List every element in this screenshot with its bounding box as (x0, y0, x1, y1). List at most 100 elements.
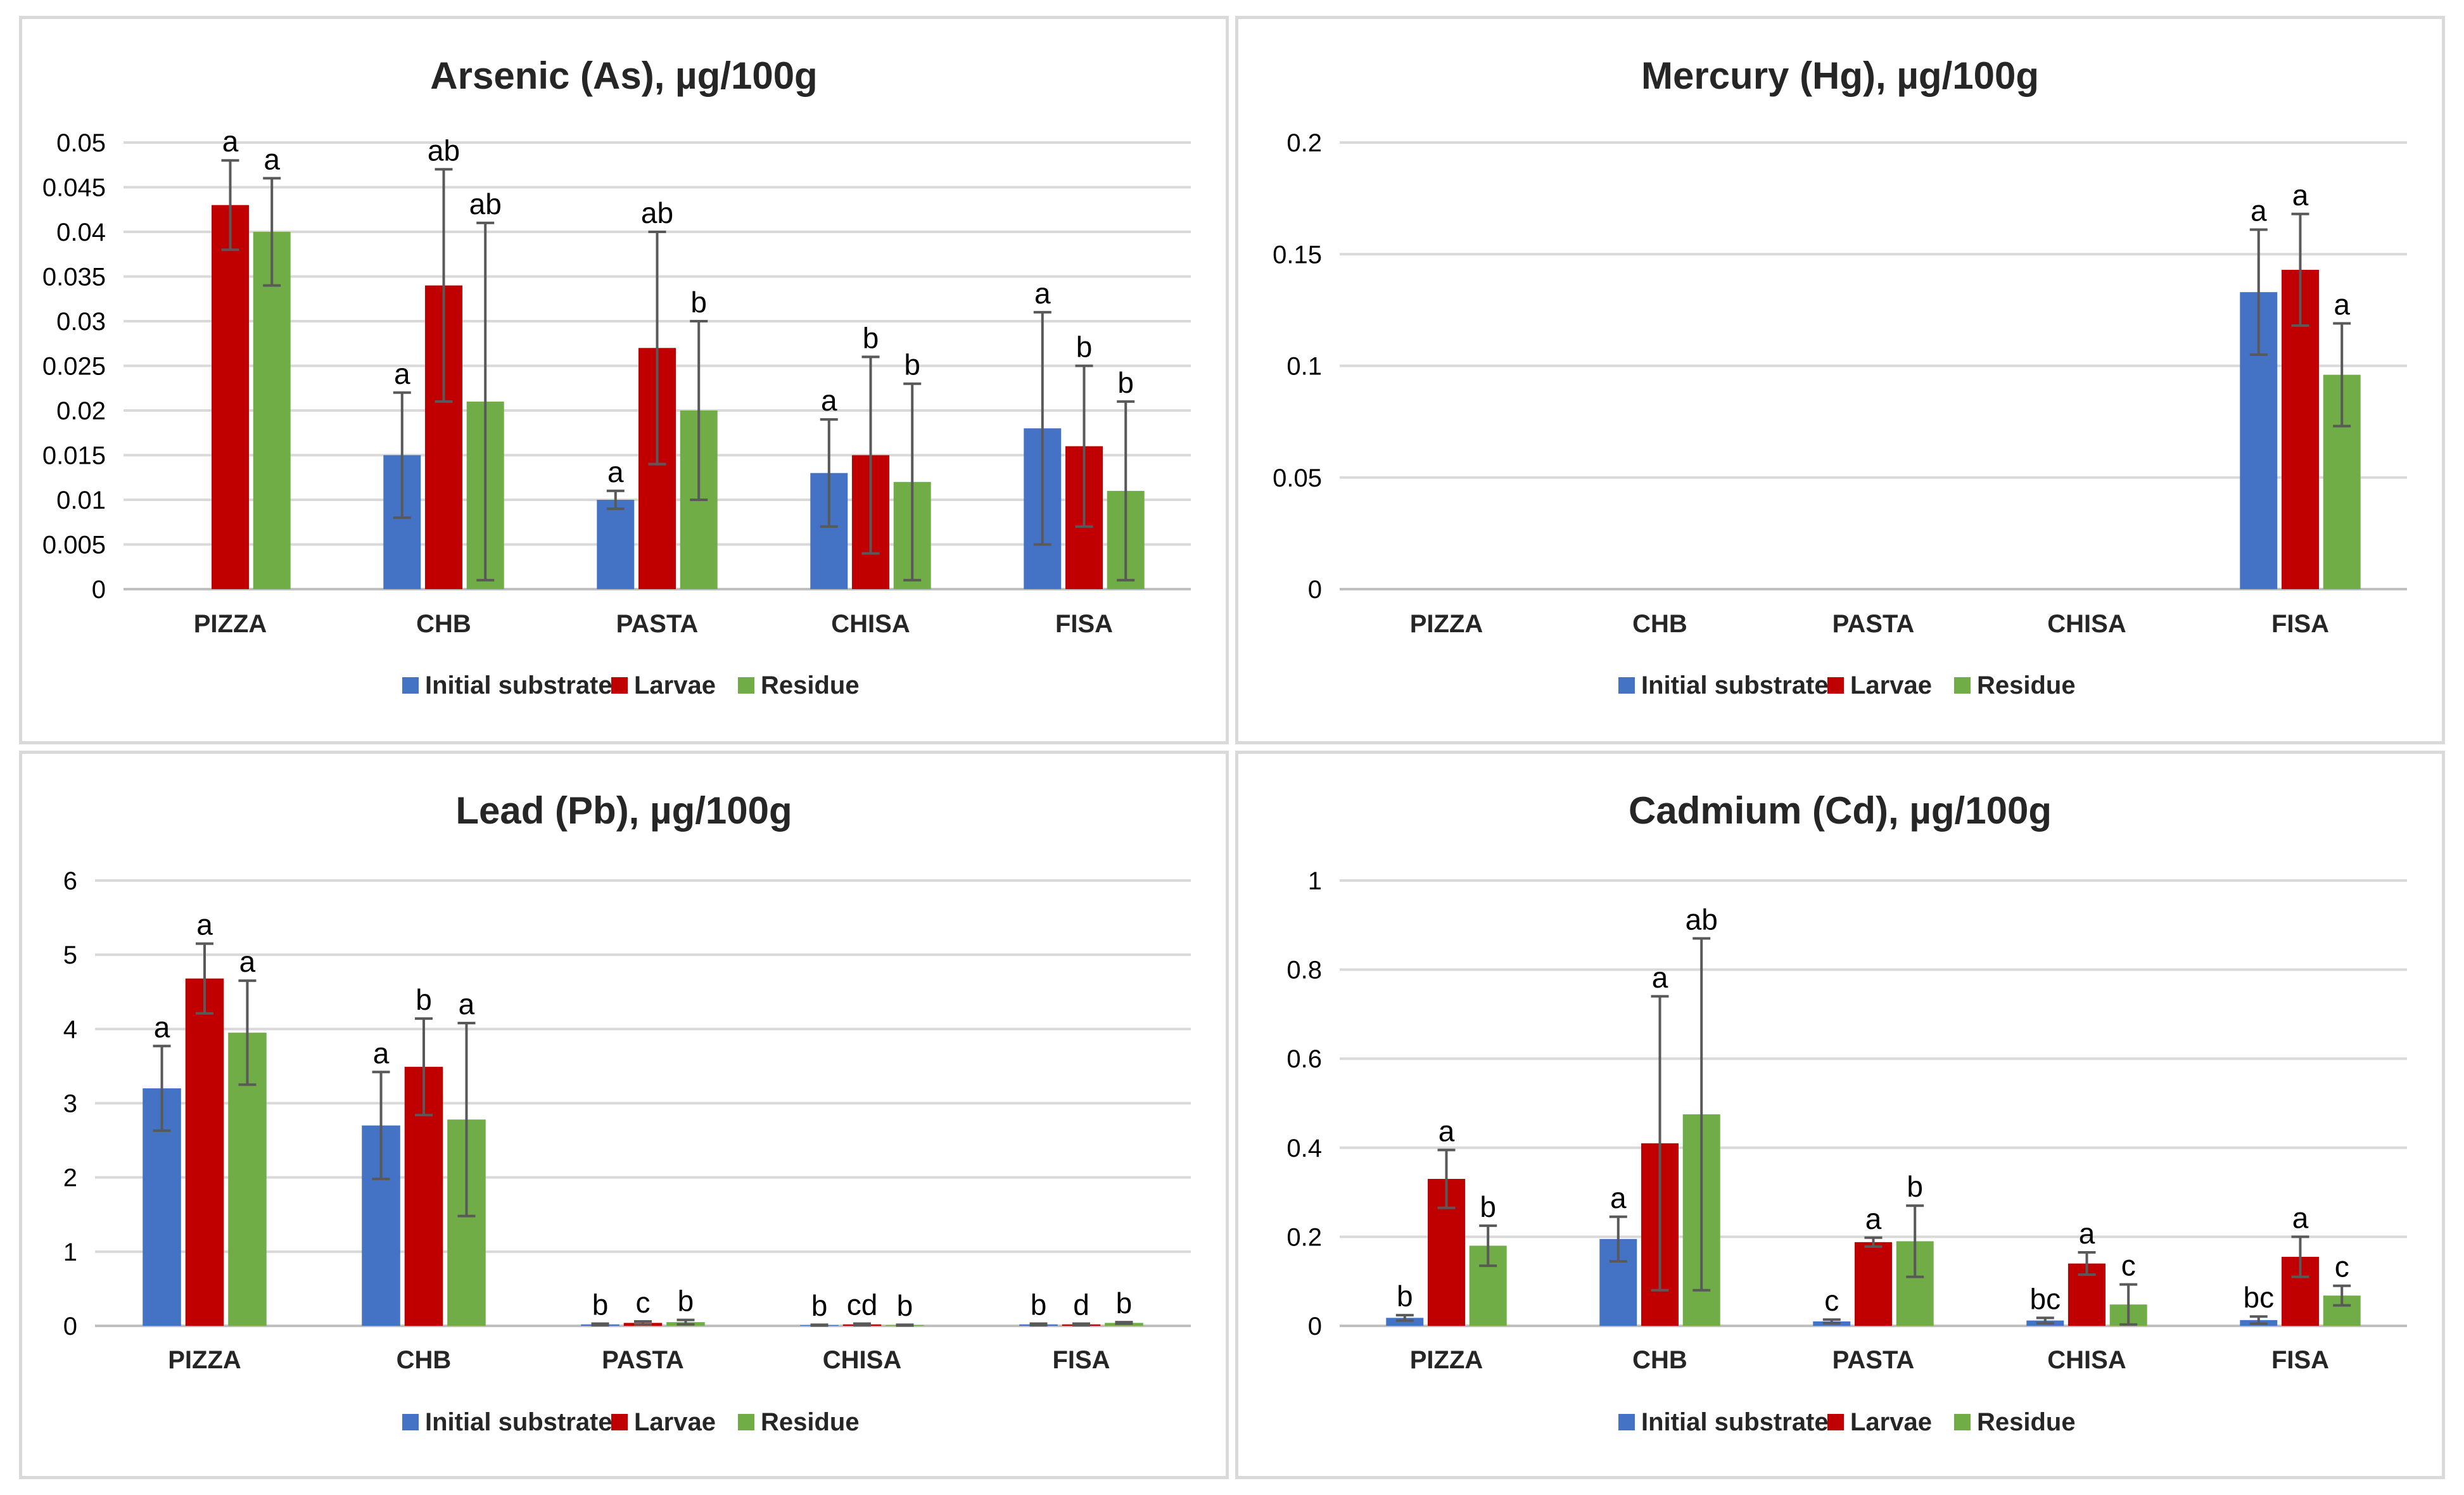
category-label: CHISA (2047, 610, 2126, 638)
error-bar-residue-pizza (238, 979, 257, 1086)
error-bar-larvae-chisa (2078, 1251, 2096, 1276)
chart-panel-arsenic: Arsenic (As), µg/100g 0 0.005 0.01 0.015 0.02… (19, 16, 1229, 744)
chart-title: Cadmium (Cd), µg/100g (1629, 789, 2052, 832)
significance-label: b (897, 1289, 913, 1322)
significance-label: a (1652, 961, 1668, 994)
significance-label: a (2292, 1201, 2309, 1234)
significance-label: d (1073, 1288, 1089, 1321)
y-tick-label: 0.005 (42, 531, 106, 559)
category-label: CHISA (831, 610, 910, 638)
significance-label: ab (428, 134, 460, 167)
significance-label: c (1824, 1284, 1839, 1317)
significance-label: b (1076, 331, 1093, 364)
error-bar-larvae-fisa (2291, 212, 2309, 328)
y-tick-label: 0.035 (42, 264, 106, 291)
chart-arsenic: Arsenic (As), µg/100g 0 0.005 0.01 0.015 0.02… (42, 54, 1191, 699)
significance-label: b (592, 1288, 609, 1321)
category-label: CHISA (2047, 1346, 2126, 1374)
category-label: PASTA (602, 1346, 684, 1374)
error-bar-residue-pizza (263, 177, 281, 287)
error-bar-initial-substrate-chb (393, 391, 411, 519)
significance-label: a (2292, 179, 2309, 212)
legend-swatch-initial-substrate (402, 677, 419, 694)
legend-label-larvae: Larvae (634, 1408, 716, 1436)
chart-panel-cadmium: Cadmium (Cd), µg/100g 0 0.2 0.4 0.6 0.8 1 PIZZA… (1235, 751, 2445, 1479)
chart-panel-mercury: Mercury (Hg), µg/100g 0 0.05 0.1 0.15 0.2 PIZZ… (1235, 16, 2445, 744)
category-label: FISA (1052, 1346, 1110, 1374)
legend-swatch-larvae (611, 1414, 628, 1430)
significance-label: a (1610, 1181, 1627, 1214)
legend-label-initial-substrate: Initial substrate (425, 671, 613, 699)
bar-residue-pizza (253, 232, 291, 589)
significance-label: b (811, 1289, 828, 1322)
error-bar-larvae-pasta (648, 231, 666, 466)
legend-swatch-initial-substrate (1618, 1414, 1635, 1430)
significance-label: a (196, 908, 213, 941)
y-tick-label: 0.6 (1286, 1045, 1322, 1073)
significance-label: a (2251, 194, 2267, 227)
legend-swatch-residue (738, 1414, 754, 1430)
error-bar-larvae-chb (415, 1017, 433, 1117)
legend-label-residue: Residue (1977, 671, 2076, 699)
significance-label: a (1865, 1202, 1882, 1235)
error-bar-residue-chisa (2119, 1283, 2138, 1326)
category-label: CHB (397, 1346, 452, 1374)
error-bar-initial-substrate-chisa (2036, 1316, 2054, 1325)
y-tick-label: 0 (92, 576, 106, 604)
significance-label: b (1031, 1288, 1047, 1321)
significance-label: a (459, 988, 475, 1021)
bar-initial-substrate-pasta (597, 500, 635, 589)
significance-label: b (863, 321, 879, 354)
y-tick-label: 3 (63, 1090, 77, 1118)
error-bar-residue-pizza (1479, 1224, 1497, 1268)
y-tick-label: 0.015 (42, 442, 106, 470)
error-bar-residue-fisa (2333, 322, 2351, 428)
bar-larvae-pizza (212, 205, 249, 589)
error-bar-larvae-chb (1651, 995, 1669, 1292)
significance-label: a (154, 1010, 170, 1043)
legend-label-initial-substrate: Initial substrate (1641, 671, 1829, 699)
error-bar-larvae-chb (435, 168, 453, 403)
chart-panel-lead: Lead (Pb), µg/100g 0 1 2 3 4 5 6 PIZZA a a a CHB a b a P… (19, 751, 1229, 1479)
significance-label: bc (2029, 1282, 2061, 1315)
y-tick-label: 0.2 (1286, 129, 1322, 157)
y-tick-label: 0.025 (42, 353, 106, 381)
significance-label: b (690, 286, 707, 319)
error-bar-larvae-pizza (196, 942, 213, 1015)
error-bar-initial-substrate-pizza (1395, 1314, 1414, 1322)
category-label: FISA (2271, 1346, 2329, 1374)
error-bar-residue-pasta (690, 320, 708, 501)
significance-label: a (264, 143, 280, 175)
significance-label: c (636, 1286, 651, 1319)
bar-larvae-pasta (1855, 1242, 1892, 1326)
category-label: FISA (2271, 610, 2329, 638)
y-tick-label: 0.04 (56, 219, 106, 246)
chart-title: Arsenic (As), µg/100g (430, 54, 817, 97)
legend-swatch-larvae (611, 677, 628, 694)
legend-label-residue: Residue (1977, 1408, 2076, 1436)
error-bar-larvae-fisa (1075, 364, 1093, 528)
significance-label: cd (847, 1288, 878, 1321)
y-tick-label: 0 (1308, 576, 1322, 604)
significance-label: a (1438, 1114, 1455, 1147)
legend-swatch-residue (1954, 1414, 1971, 1430)
y-tick-label: 2 (63, 1164, 77, 1192)
error-bar-larvae-chisa (861, 355, 880, 555)
error-bar-initial-substrate-pizza (153, 1045, 171, 1132)
y-tick-label: 0.1 (1286, 353, 1322, 381)
y-tick-label: 5 (63, 941, 77, 969)
significance-label: a (239, 945, 256, 978)
legend-label-larvae: Larvae (1850, 671, 1932, 699)
y-tick-label: 0 (63, 1313, 77, 1340)
significance-label: b (1116, 1287, 1133, 1320)
error-bar-initial-substrate-fisa (2249, 228, 2268, 356)
significance-label: b (1907, 1170, 1923, 1203)
significance-label: ab (641, 196, 673, 229)
significance-label: a (2079, 1217, 2095, 1250)
error-bar-initial-substrate-chb (1609, 1215, 1627, 1263)
y-tick-label: 0.8 (1286, 957, 1322, 984)
significance-label: b (678, 1285, 694, 1318)
error-bar-larvae-pasta (634, 1320, 652, 1326)
category-label: PASTA (1832, 610, 1915, 638)
